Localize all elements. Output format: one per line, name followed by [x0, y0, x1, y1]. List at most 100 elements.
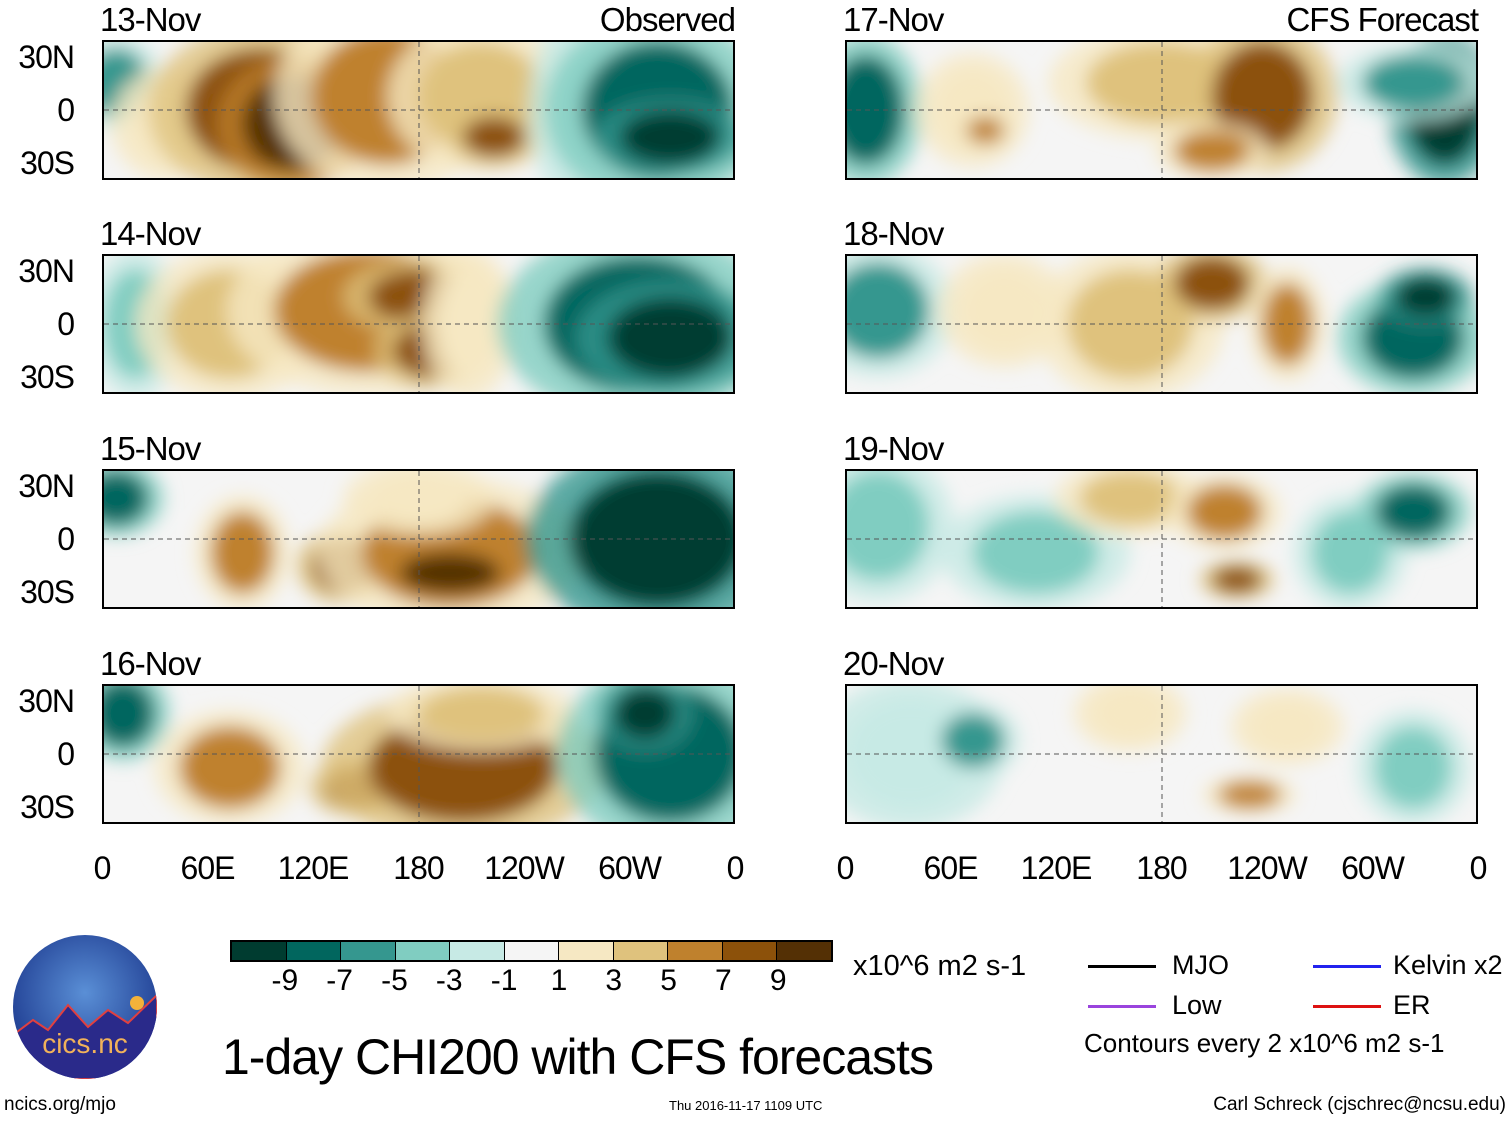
colorbar-tick-label: 9: [769, 964, 787, 997]
lat-tick-label: 30N: [18, 683, 75, 719]
colorbar-units: x10^6 m2 s-1: [853, 950, 1027, 982]
colorbar-tick-label: 5: [660, 964, 677, 997]
lat-tick-label: 0: [57, 306, 75, 342]
lon-tick-label: 60W: [1341, 850, 1405, 886]
lat-tick-label: 0: [57, 521, 75, 557]
anomaly-region: [399, 552, 501, 594]
lon-tick-label: 0: [836, 850, 855, 886]
anomaly-region: [613, 686, 677, 741]
lat-tick-label: 30S: [20, 145, 75, 181]
legend-line-mjo: [1088, 965, 1156, 968]
footer-timestamp: Thu 2016-11-17 1109 UTC: [669, 1098, 823, 1113]
legend-label-er: ER: [1393, 990, 1431, 1020]
legend-line-low: [1088, 1005, 1156, 1008]
anomaly-region: [847, 262, 929, 358]
anomaly-region: [941, 713, 1005, 768]
anomaly-region: [210, 511, 274, 594]
colorbar-tick-label: 1: [550, 964, 568, 997]
footer-url[interactable]: ncics.org/mjo: [4, 1094, 116, 1115]
colorbar-tick-label: -3: [435, 964, 463, 997]
anomaly-region: [1079, 471, 1181, 526]
lon-tick-label: 0: [726, 850, 745, 886]
colorbar-tick-label: 3: [605, 964, 623, 997]
colorbar-swatch: [395, 942, 451, 960]
colorbar-swatch: [504, 942, 560, 960]
lon-tick-label: 180: [393, 850, 444, 886]
colorbar-tick-label: -5: [381, 964, 408, 997]
colorbar-swatch: [668, 942, 723, 960]
legend-label-mjo: MJO: [1172, 950, 1229, 980]
anomaly-region: [972, 511, 1099, 594]
map-panel: [102, 684, 735, 824]
lon-tick-label: 120E: [277, 850, 350, 886]
panel-date: 19-Nov: [843, 430, 944, 467]
footer-author: Carl Schreck (cjschrec@ncsu.edu): [1213, 1094, 1506, 1115]
lon-tick-label: 60E: [180, 850, 236, 886]
map-panel: [845, 684, 1478, 824]
anomaly-region: [1218, 781, 1282, 809]
lon-tick-label: 120W: [484, 850, 565, 886]
anomaly-region: [104, 471, 149, 526]
lon-tick-label: 120E: [1020, 850, 1093, 886]
colorbar-swatch: [286, 942, 342, 960]
anomaly-region: [462, 116, 526, 158]
map-panel: [845, 254, 1478, 394]
lat-tick-label: 0: [57, 92, 75, 128]
lon-tick-label: 180: [1136, 850, 1187, 886]
anomaly-region: [1375, 726, 1451, 809]
colorbar: [230, 940, 833, 962]
anomaly-region: [619, 110, 721, 165]
panel-date: 17-Nov: [843, 1, 944, 38]
anomaly-region: [1174, 130, 1250, 172]
contour-note: Contours every 2 x10^6 m2 s-1: [1084, 1028, 1445, 1058]
anomaly-region: [847, 471, 929, 580]
lat-tick-label: 30S: [20, 359, 75, 395]
lat-tick-label: 30S: [20, 789, 75, 825]
anomaly-region: [1249, 699, 1326, 754]
cics-logo: cics.nc: [13, 935, 157, 1079]
colorbar-swatch: [722, 942, 778, 960]
anomaly-region: [966, 116, 1005, 144]
lat-tick-label: 30S: [20, 574, 75, 610]
legend-label-kelvin: Kelvin x2: [1393, 950, 1503, 980]
anomaly-region: [1262, 283, 1313, 365]
panel-date: 20-Nov: [843, 645, 944, 682]
panel-source-label: Observed: [599, 1, 736, 38]
colorbar-tick-label: -1: [490, 964, 518, 997]
map-panel: [102, 254, 735, 394]
map-panel: [845, 469, 1478, 609]
lon-tick-label: 0: [93, 850, 112, 886]
figure-title: 1-day CHI200 with CFS forecasts: [222, 1029, 934, 1085]
anomaly-region: [1211, 566, 1263, 594]
anomaly-region: [1092, 686, 1168, 741]
anomaly-region: [104, 686, 155, 748]
map-panel: [102, 40, 735, 180]
colorbar-swatch: [613, 942, 669, 960]
colorbar-swatch: [559, 942, 614, 960]
map-panel: [845, 40, 1478, 180]
lat-tick-label: 30N: [18, 253, 75, 289]
colorbar-swatch: [341, 942, 396, 960]
lon-tick-label: 0: [1469, 850, 1488, 886]
colorbar-tick-label: 7: [715, 964, 732, 997]
legend-line-er: [1313, 1005, 1381, 1008]
anomaly-region: [1211, 42, 1313, 151]
legend-label-low: Low: [1172, 990, 1222, 1020]
anomaly-region: [179, 726, 281, 809]
logo-text: cics.nc: [42, 1028, 128, 1059]
panel-date: 15-Nov: [100, 430, 201, 467]
colorbar-swatch: [450, 942, 505, 960]
colorbar-tick-label: -7: [326, 964, 353, 997]
panel-date: 16-Nov: [100, 645, 201, 682]
anomaly-region: [569, 471, 733, 607]
anomaly-region: [607, 296, 733, 379]
panel-source-label: CFS Forecast: [1286, 1, 1479, 38]
lon-tick-label: 60W: [598, 850, 662, 886]
lat-tick-label: 30N: [18, 468, 75, 504]
anomaly-region: [1186, 484, 1263, 539]
panel-date: 13-Nov: [100, 1, 201, 38]
anomaly-region: [1362, 55, 1464, 110]
colorbar-swatch: [777, 942, 832, 960]
lon-tick-label: 120W: [1227, 850, 1308, 886]
